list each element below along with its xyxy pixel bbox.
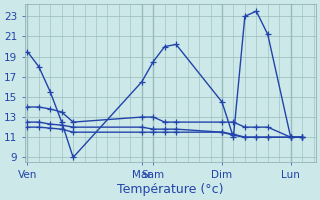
X-axis label: Température (°c): Température (°c) xyxy=(117,183,224,196)
